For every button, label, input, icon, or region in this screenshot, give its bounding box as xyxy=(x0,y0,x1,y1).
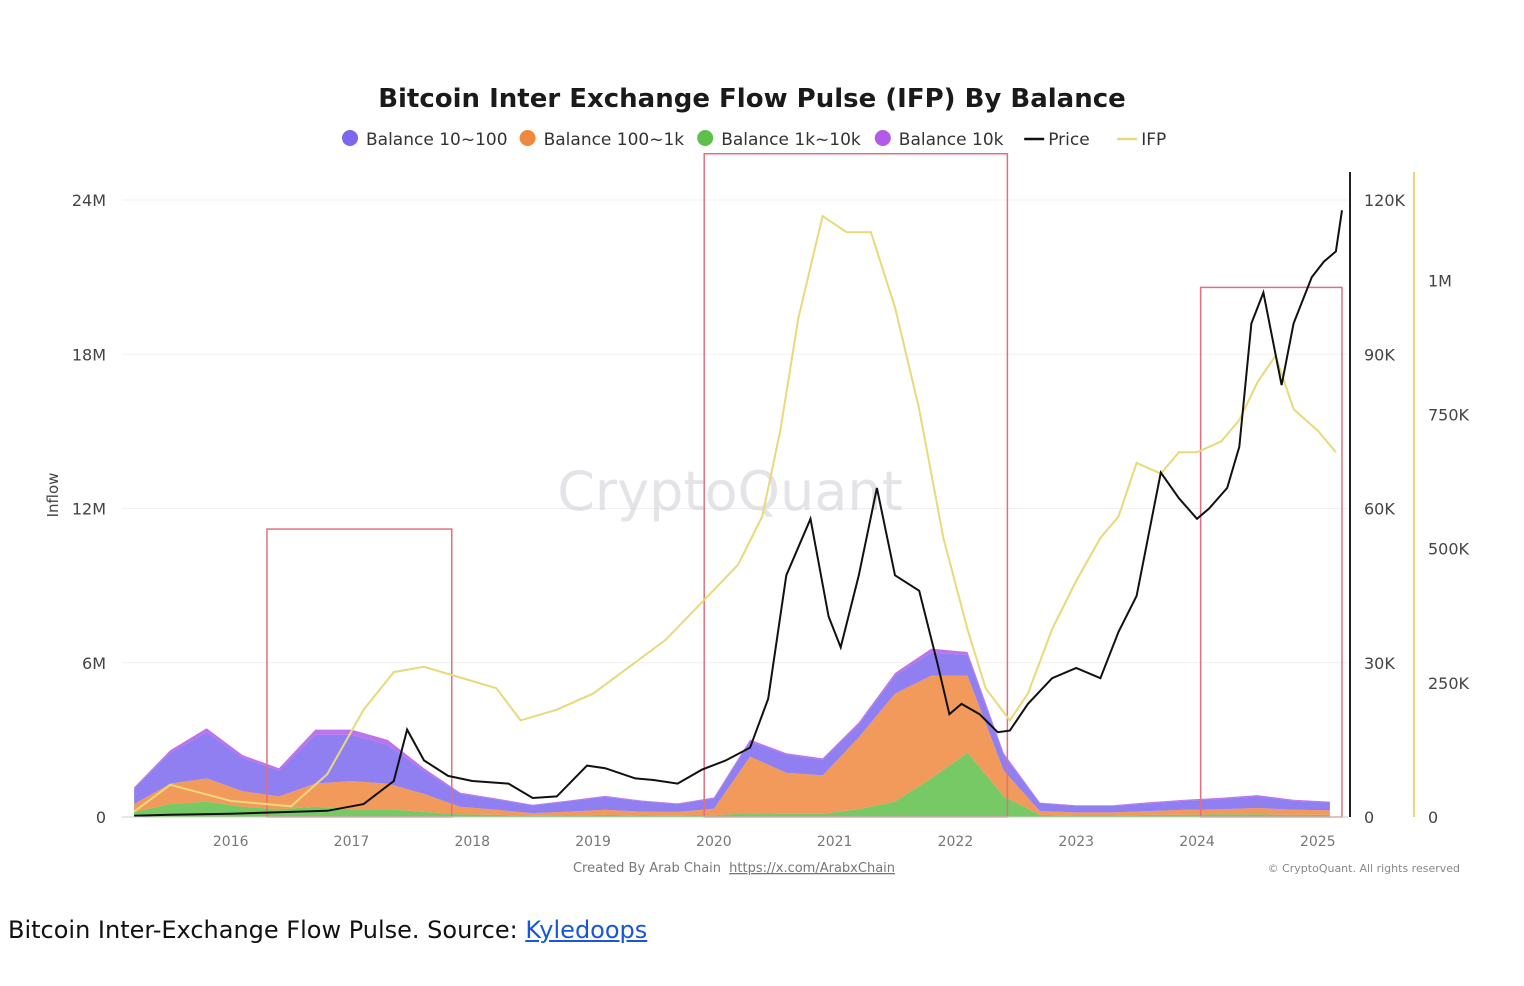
highlight-box-2 xyxy=(1199,286,1343,818)
legend-label-4[interactable]: Price xyxy=(1048,130,1089,150)
x-tick-label: 2017 xyxy=(334,834,370,850)
x-tick-label: 2023 xyxy=(1058,834,1094,850)
x-tick-label: 2025 xyxy=(1300,834,1336,850)
x-tick-label: 2021 xyxy=(817,834,853,850)
legend-marker-3 xyxy=(874,130,891,146)
caption-text: Bitcoin Inter-Exchange Flow Pulse. Sourc… xyxy=(8,916,518,944)
caption-source-link[interactable]: Kyledoops xyxy=(525,916,648,944)
x-tick-label: 2020 xyxy=(696,834,732,850)
y-tick-label: 6M xyxy=(82,654,106,673)
axes: 0 6M 12M 18M 24M 0 30K 60K 90K 120K 0 250K 500K 750K 1… xyxy=(72,172,1470,850)
chart-watermark: CryptoQuant xyxy=(557,460,903,523)
x-tick-label: 2024 xyxy=(1179,834,1215,850)
price-series xyxy=(134,210,1343,817)
figure-caption: Bitcoin Inter-Exchange Flow Pulse. Sourc… xyxy=(8,916,647,944)
x-tick-label: 2018 xyxy=(454,834,490,850)
y-tick-label: 24M xyxy=(72,191,106,210)
ifp-line xyxy=(133,214,1337,813)
price-line xyxy=(134,210,1343,817)
legend-label-2[interactable]: Balance 1k~10k xyxy=(721,130,861,150)
legend-marker-2 xyxy=(697,130,714,146)
x-tick-label: 2019 xyxy=(575,834,611,850)
price-tick-label: 0 xyxy=(1364,808,1374,827)
y-tick-label: 18M xyxy=(72,345,106,364)
y-tick-label: 12M xyxy=(72,500,106,519)
inflow-areas xyxy=(134,648,1330,817)
ifp-tick-label: 750K xyxy=(1428,406,1470,425)
y-tick-label: 0 xyxy=(96,808,106,827)
area-balance-1k-10k xyxy=(134,752,1330,817)
price-tick-label: 90K xyxy=(1364,345,1395,364)
ifp-tick-label: 500K xyxy=(1428,540,1470,559)
legend-label-3[interactable]: Balance 10k xyxy=(899,130,1004,150)
price-tick-label: 30K xyxy=(1364,654,1395,673)
ifp-tick-label: 1M xyxy=(1428,271,1452,290)
x-tick-label: 2016 xyxy=(213,834,249,850)
area-balance-100-1k xyxy=(134,675,1330,816)
copyright-text: © CryptoQuant. All rights reserved xyxy=(1268,862,1460,875)
legend-label-0[interactable]: Balance 10~100 xyxy=(366,130,508,150)
ifp-tick-label: 0 xyxy=(1428,808,1438,827)
legend-marker-0 xyxy=(342,130,358,146)
x-tick-label: 2022 xyxy=(938,834,974,850)
price-tick-label: 60K xyxy=(1364,500,1395,519)
credit-text: Created By Arab Chain https://x.com/Arab… xyxy=(573,861,895,876)
ifp-series xyxy=(133,214,1337,813)
y-axis-label: Inflow xyxy=(44,473,62,518)
ifp-tick-label: 250K xyxy=(1428,674,1470,693)
chart-title: Bitcoin Inter Exchange Flow Pulse (IFP) … xyxy=(378,84,1126,114)
credit-prefix: Created By Arab Chain xyxy=(573,861,721,876)
price-tick-label: 120K xyxy=(1364,191,1406,210)
legend-label-5[interactable]: IFP xyxy=(1141,130,1166,150)
area-balance-10-100 xyxy=(134,652,1330,814)
credit-link[interactable]: https://x.com/ArabxChain xyxy=(729,861,895,876)
chart-legend: Balance 10~100 Balance 100~1k Balance 1k~1… xyxy=(342,130,1166,150)
legend-label-1[interactable]: Balance 100~1k xyxy=(544,130,685,150)
legend-marker-1 xyxy=(519,130,536,146)
